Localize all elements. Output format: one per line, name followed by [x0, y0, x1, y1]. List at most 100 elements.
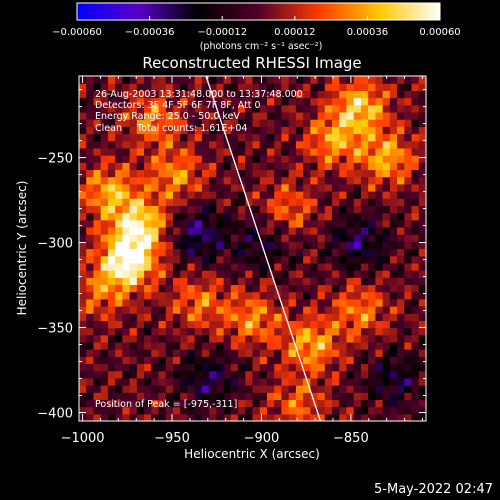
heatmap-cell	[129, 255, 138, 264]
heatmap-cell	[332, 90, 340, 99]
heatmap-cell	[375, 162, 384, 171]
heatmap-cell	[324, 169, 333, 178]
heatmap-cell	[245, 356, 254, 365]
heatmap-cell	[107, 198, 116, 206]
heatmap-cell	[238, 133, 246, 142]
heatmap-cell	[360, 198, 369, 206]
heatmap-cell	[397, 255, 405, 264]
heatmap-cell	[100, 399, 109, 408]
heatmap-cell	[353, 126, 362, 135]
heatmap-cell	[230, 97, 239, 106]
heatmap-cell	[79, 176, 87, 185]
heatmap-cell	[411, 140, 420, 149]
heatmap-cell	[397, 234, 405, 242]
heatmap-cell	[136, 385, 145, 393]
heatmap-cell	[375, 119, 384, 127]
heatmap-cell	[339, 356, 348, 365]
heatmap-cell	[375, 176, 384, 185]
heatmap-cell	[107, 76, 116, 84]
heatmap-cell	[274, 83, 283, 91]
heatmap-cell	[238, 255, 246, 264]
heatmap-cell	[324, 363, 333, 372]
heatmap-cell	[353, 234, 362, 242]
heatmap-cell	[360, 284, 369, 293]
heatmap-cell	[382, 205, 391, 214]
heatmap-cell	[252, 205, 261, 214]
heatmap-cell	[172, 133, 181, 142]
heatmap-cell	[100, 370, 109, 379]
heatmap-cell	[223, 313, 232, 321]
heatmap-cell	[122, 97, 131, 106]
heatmap-cell	[187, 327, 196, 336]
heatmap-cell	[368, 320, 376, 329]
heatmap-cell	[295, 76, 304, 84]
heatmap-cell	[165, 349, 174, 357]
heatmap-cell	[266, 284, 275, 293]
heatmap-cell	[324, 191, 333, 199]
heatmap-cell	[209, 147, 217, 156]
heatmap-cell	[375, 83, 384, 91]
heatmap-cell	[266, 313, 275, 321]
heatmap-cell	[411, 155, 420, 163]
heatmap-cell	[397, 334, 405, 343]
heatmap-cell	[187, 306, 196, 314]
heatmap-cell	[360, 377, 369, 386]
heatmap-cell	[332, 169, 340, 178]
heatmap-cell	[129, 133, 138, 142]
heatmap-cell	[274, 334, 283, 343]
heatmap-cell	[281, 320, 290, 329]
heatmap-cell	[122, 83, 131, 91]
solar-limb-line	[205, 76, 322, 421]
heatmap-cell	[418, 363, 426, 372]
heatmap-cell	[295, 212, 304, 221]
heatmap-cell	[303, 126, 311, 135]
heatmap-cell	[368, 406, 376, 415]
heatmap-cell	[100, 327, 109, 336]
heatmap-cell	[339, 133, 348, 142]
heatmap-cell	[324, 140, 333, 149]
heatmap-cell	[136, 306, 145, 314]
heatmap-cell	[144, 219, 152, 228]
heatmap-cell	[252, 140, 261, 149]
heatmap-cell	[418, 356, 426, 365]
heatmap-cell	[389, 162, 398, 171]
heatmap-cell	[79, 327, 87, 336]
heatmap-cell	[238, 126, 246, 135]
heatmap-cell	[266, 191, 275, 199]
heatmap-cell	[129, 104, 138, 113]
heatmap-cell	[180, 205, 189, 214]
heatmap-cell	[151, 205, 160, 214]
heatmap-cell	[252, 392, 261, 401]
heatmap-cell	[136, 313, 145, 321]
heatmap-cell	[100, 155, 109, 163]
heatmap-cell	[194, 234, 203, 242]
heatmap-cell	[259, 298, 268, 307]
heatmap-cell	[404, 370, 413, 379]
heatmap-cell	[216, 399, 225, 408]
heatmap-cell	[201, 76, 210, 84]
heatmap-cell	[317, 349, 326, 357]
heatmap-cell	[332, 270, 340, 278]
heatmap-cell	[353, 406, 362, 415]
heatmap-cell	[165, 111, 174, 120]
heatmap-cell	[100, 90, 109, 99]
heatmap-cell	[317, 119, 326, 127]
heatmap-cell	[223, 399, 232, 408]
heatmap-cell	[223, 306, 232, 314]
heatmap-cell	[295, 162, 304, 171]
heatmap-cell	[165, 162, 174, 171]
heatmap-cell	[303, 363, 311, 372]
heatmap-cell	[353, 262, 362, 271]
heatmap-cell	[259, 126, 268, 135]
heatmap-cell	[281, 370, 290, 379]
heatmap-cell	[288, 392, 297, 401]
heatmap-cell	[266, 334, 275, 343]
heatmap-cell	[274, 277, 283, 286]
heatmap-cell	[295, 255, 304, 264]
heatmap-cell	[201, 90, 210, 99]
heatmap-cell	[274, 413, 283, 421]
heatmap-cell	[368, 104, 376, 113]
heatmap-cell	[404, 334, 413, 343]
heatmap-cell	[382, 90, 391, 99]
heatmap-cell	[238, 406, 246, 415]
